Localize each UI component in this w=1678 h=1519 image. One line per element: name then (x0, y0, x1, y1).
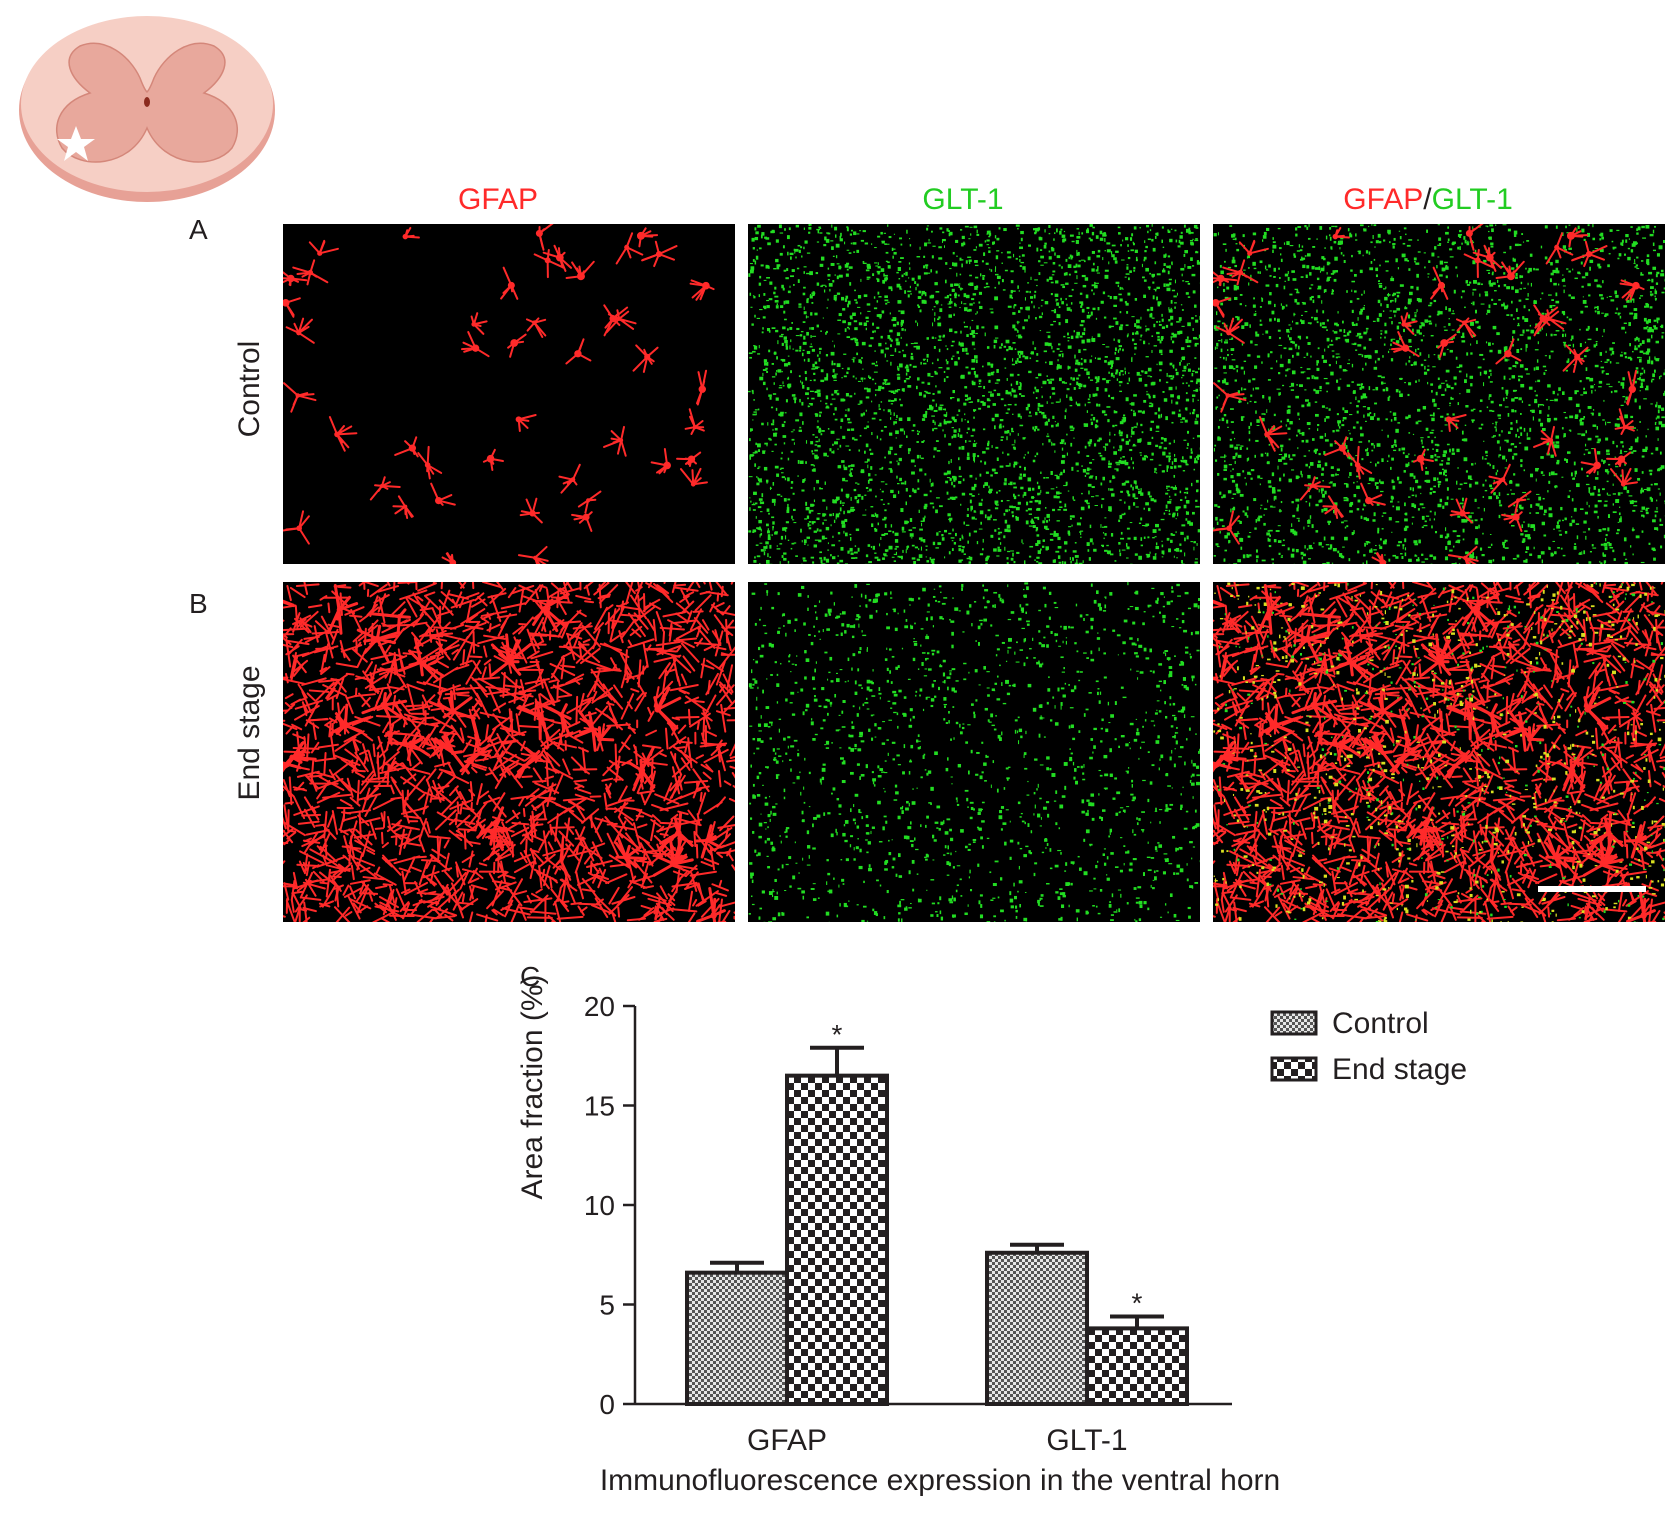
micrograph-endstage-glt1 (748, 582, 1200, 922)
micrograph-endstage-gfap (283, 582, 735, 922)
micrograph-control-merge (1213, 224, 1665, 564)
y-tick-label: 10 (584, 1190, 615, 1221)
significance-marker: * (832, 1019, 843, 1050)
bar (1085, 1326, 1189, 1407)
row-label-end-stage: End stage (233, 665, 266, 801)
panel-label-c: C (520, 961, 541, 992)
scale-bar (1538, 886, 1646, 892)
x-tick-label: GLT-1 (1046, 1424, 1127, 1457)
merge-staining (1213, 224, 1665, 564)
bar (685, 1270, 789, 1406)
star-icon (57, 126, 95, 161)
x-axis-title: Immunofluorescence expression in the ven… (600, 1464, 1280, 1497)
y-tick-label: 15 (584, 1091, 615, 1122)
micrograph-endstage-merge (1213, 582, 1665, 922)
glt1-staining (748, 224, 1200, 564)
legend-label: Control (1332, 1007, 1429, 1040)
micrograph-control-glt1 (748, 224, 1200, 564)
column-title-glt1: GLT-1 (922, 183, 1004, 216)
bar (985, 1250, 1089, 1407)
column-title-merge: GFAP/GLT-1 (1343, 183, 1513, 216)
bar-chart: 0 5 10 15 20 GFAP GLT-1 * * Control End stage Ar… (516, 974, 1467, 1497)
y-tick-label: 20 (584, 991, 615, 1022)
merge-staining (1213, 582, 1665, 922)
x-tick-label: GFAP (747, 1424, 827, 1457)
spinal-cord-icon (19, 16, 275, 202)
spinal-cord-diagram (10, 8, 285, 208)
significance-marker: * (1132, 1287, 1143, 1318)
glt1-staining (748, 582, 1200, 922)
gfap-staining (283, 582, 735, 922)
legend-swatch (1270, 1056, 1318, 1082)
y-axis-label: Area fraction (%) (516, 974, 549, 1199)
gfap-staining (283, 224, 715, 564)
bar (785, 1073, 889, 1407)
panel-label-a: A (189, 214, 208, 245)
row-label-control: Control (233, 340, 266, 438)
y-tick-label: 5 (599, 1290, 615, 1321)
micrograph-control-gfap (283, 224, 735, 564)
legend-swatch (1270, 1010, 1318, 1036)
panel-label-b: B (189, 588, 208, 619)
y-tick-label: 0 (599, 1389, 615, 1420)
column-title-gfap: GFAP (457, 183, 539, 216)
legend-label: End stage (1332, 1053, 1467, 1086)
